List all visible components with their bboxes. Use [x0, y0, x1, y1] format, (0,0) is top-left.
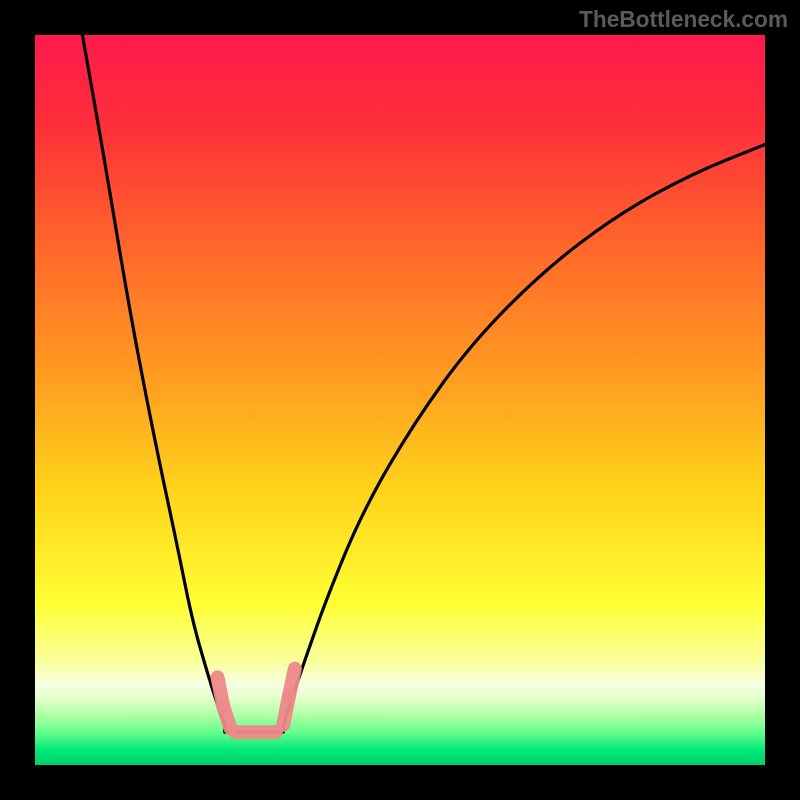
normal-band-segment: [289, 669, 295, 696]
bottleneck-curve-path: [82, 35, 765, 732]
plot-area: [35, 35, 765, 765]
normal-band-markers: [218, 669, 295, 733]
normal-band-segment: [223, 707, 230, 729]
watermark-text: TheBottleneck.com: [579, 6, 788, 33]
curve-svg: [35, 35, 765, 765]
